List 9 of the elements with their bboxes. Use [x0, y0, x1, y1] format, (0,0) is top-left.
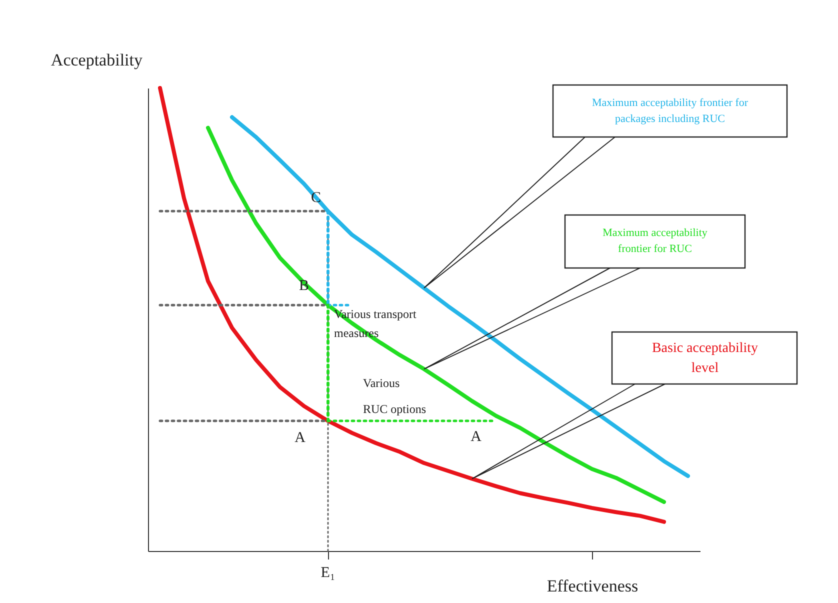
- y-axis-title: Acceptability: [50, 50, 143, 70]
- x-axis-title: Effectiveness: [546, 576, 638, 596]
- annotation: Various RUC options: [363, 376, 426, 416]
- annotation: A: [470, 428, 482, 445]
- text: Basic acceptability level: [652, 341, 758, 376]
- text: Maximum acceptability frontier for packages including RUC: [592, 97, 748, 125]
- text: Maximum acceptability frontier for RUC: [602, 227, 708, 255]
- annotation: A: [294, 430, 306, 446]
- text: E₁: [320, 565, 336, 581]
